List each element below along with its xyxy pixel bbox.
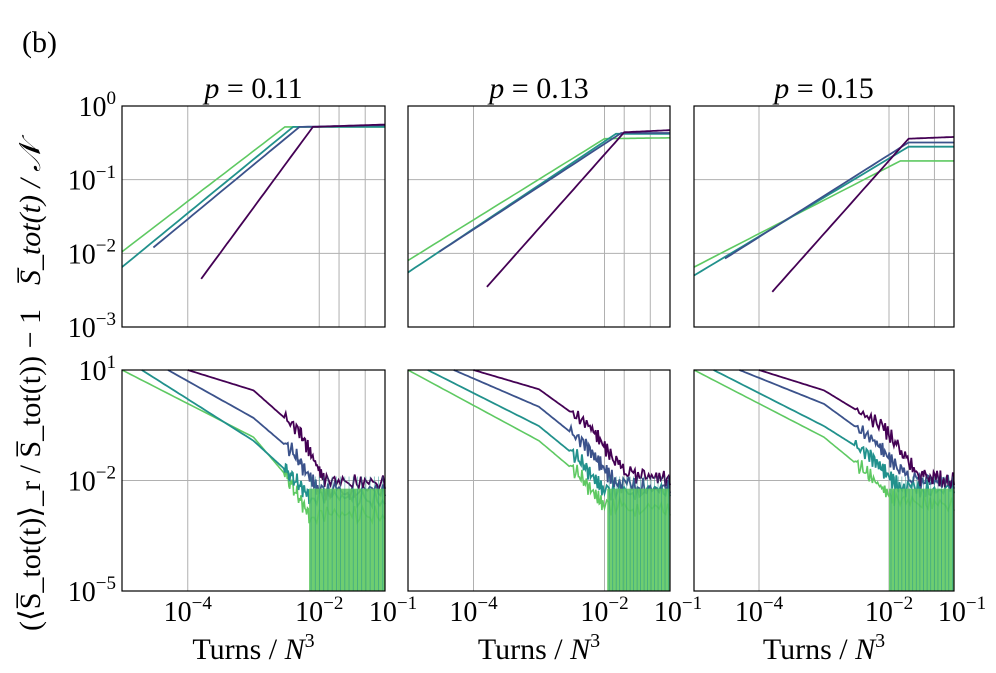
panel-label: (b) <box>22 26 57 59</box>
xtick-label: 10−4 <box>735 593 784 628</box>
ylabel-bottom: (⟨S̅_tot(t)⟩_r / S̅_tot(t)) − 1 <box>14 309 47 631</box>
xtick-label: 10−2 <box>295 593 343 628</box>
ytick-label: 10−2 <box>68 236 116 271</box>
series-line-L3 <box>693 145 954 277</box>
axes-frame <box>407 105 671 328</box>
panel-title: p = 0.15 <box>772 72 873 105</box>
series-line-L1 <box>473 369 671 487</box>
noise-band <box>607 488 670 591</box>
series-line-L1 <box>486 129 670 288</box>
xtick-label: 10−1 <box>938 593 986 628</box>
ytick-label: 10−5 <box>68 573 116 608</box>
xlabel: Turns / N3 <box>763 630 885 666</box>
xtick-label: 10−1 <box>654 593 702 628</box>
panel-title: p = 0.11 <box>202 72 302 105</box>
svg-text:(⟨S̅_tot(t)⟩_r / S̅_tot(t)) −: (⟨S̅_tot(t)⟩_r / S̅_tot(t)) − 1 <box>14 309 47 631</box>
series-layer <box>121 123 955 591</box>
ylabel-bottom-text: (⟨S̅_tot(t)⟩_r / S̅_tot(t)) − 1 <box>14 309 47 631</box>
series-line-L1 <box>758 369 955 491</box>
ylabel-top-text: S̅_tot(t) / 𝒩 <box>14 134 47 285</box>
series-line-L3 <box>141 369 386 510</box>
axes-frame <box>121 105 386 328</box>
ylabel-top: S̅_tot(t) / 𝒩 <box>14 134 47 285</box>
series-line-L4 <box>121 126 385 253</box>
series-line-L4 <box>693 160 954 268</box>
label-layer: p = 0.11 100 10−1 10−2 10−3 p = 0.13 p = 0.15 1… <box>68 72 986 666</box>
xtick-label: 10−1 <box>369 593 417 628</box>
axes-frame <box>693 369 955 592</box>
xtick-label: 10−4 <box>164 593 213 628</box>
ytick-label: 100 <box>78 88 116 123</box>
xlabel: Turns / N3 <box>192 630 314 666</box>
xtick-label: 10−2 <box>865 593 913 628</box>
frame-layer <box>121 105 955 592</box>
series-line-L3 <box>407 132 670 274</box>
noise-band <box>889 488 954 591</box>
series-line-L3 <box>121 126 385 268</box>
series-line-L1 <box>771 136 954 293</box>
series-line-L1 <box>200 123 385 280</box>
axes-frame <box>693 105 955 328</box>
xtick-label: 10−4 <box>449 593 498 628</box>
xtick-label: 10−2 <box>580 593 628 628</box>
panel-title: p = 0.13 <box>487 72 588 105</box>
series-line-L4 <box>407 137 670 262</box>
axes-frame <box>121 369 386 592</box>
grid-layer <box>122 105 955 592</box>
series-line-L3 <box>713 369 955 498</box>
noise-band <box>309 488 385 591</box>
ytick-label: 10−2 <box>68 463 116 498</box>
ytick-label: 10−1 <box>68 162 116 197</box>
axes-frame <box>407 369 671 592</box>
series-line-L2 <box>438 132 670 253</box>
svg-text:S̅_tot(t) / 𝒩: S̅_tot(t) / 𝒩 <box>14 134 47 285</box>
series-line-L2 <box>724 141 954 260</box>
xlabel: Turns / N3 <box>478 630 600 666</box>
ytick-label: 101 <box>78 352 116 387</box>
ytick-label: 10−3 <box>68 309 116 344</box>
